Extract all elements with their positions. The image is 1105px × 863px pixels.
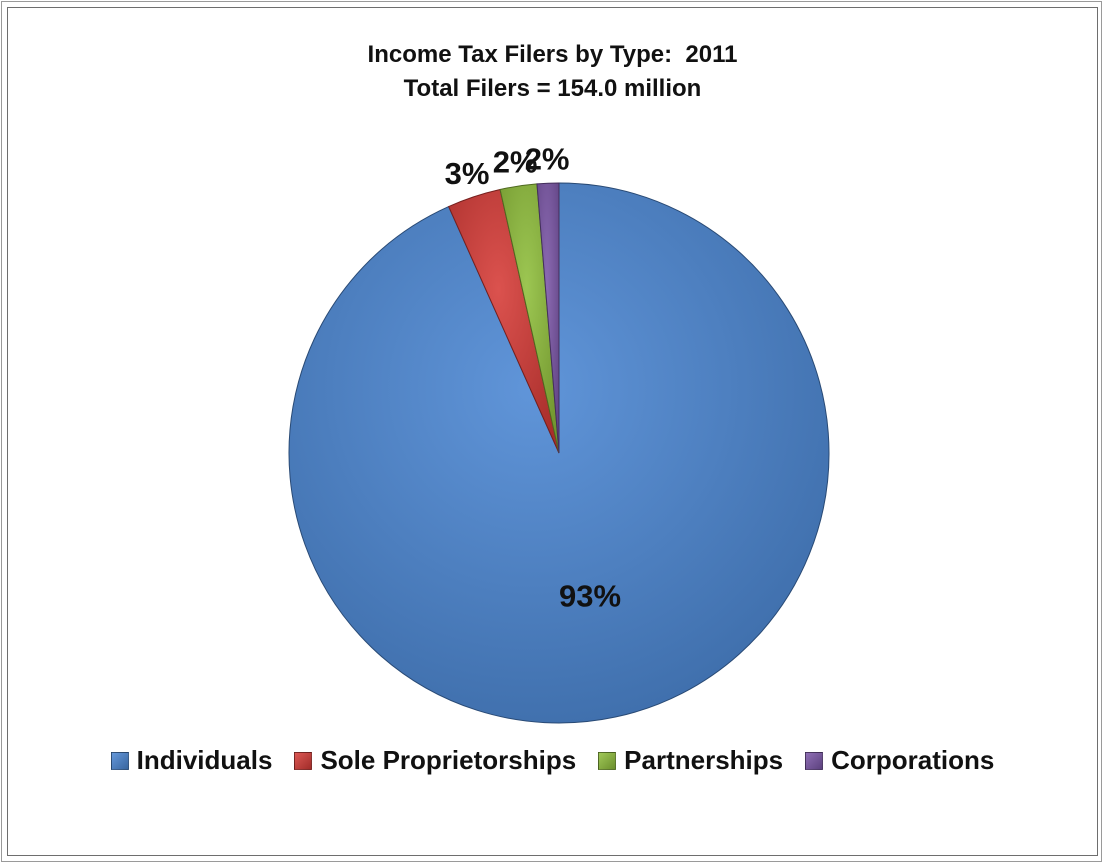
- data-label-partnerships: 2%: [493, 144, 538, 179]
- legend-item-individuals: Individuals: [110, 745, 273, 776]
- pie-data-labels: 93%3% 2%2%: [445, 141, 621, 613]
- legend-swatch-sole-proprietorships: [294, 751, 313, 770]
- data-label-corporations: 2%: [525, 141, 570, 176]
- legend-item-partnerships: Partnerships: [598, 745, 783, 776]
- legend-label-sole-proprietorships: Sole Proprietorships: [320, 745, 577, 775]
- legend-item-sole-proprietorships: Sole Proprietorships: [294, 745, 576, 776]
- legend-label-partnerships: Partnerships: [624, 745, 784, 775]
- chart-title: Income Tax Filers by Type: 2011: [367, 41, 738, 68]
- legend-label-corporations: Corporations: [831, 745, 995, 775]
- data-label-individuals: 93%: [559, 578, 621, 613]
- chart-subtitle: Total Filers = 154.0 million: [403, 75, 702, 102]
- legend-swatch-corporations: [805, 751, 824, 770]
- legend-item-corporations: Corporations: [805, 745, 994, 776]
- pie-slice-corporations: [536, 182, 560, 454]
- legend-swatch-partnerships: [598, 751, 617, 770]
- data-label-sole-proprietorships: 3%: [445, 156, 490, 191]
- legend-swatch-individuals: [110, 751, 129, 770]
- chart-title-block: Income Tax Filers by Type: 2011 Total Fi…: [0, 38, 1105, 106]
- pie-slices: [288, 182, 830, 724]
- chart-legend: Individuals Sole Proprietorships Partnersh…: [0, 745, 1105, 776]
- legend-label-individuals: Individuals: [136, 745, 273, 775]
